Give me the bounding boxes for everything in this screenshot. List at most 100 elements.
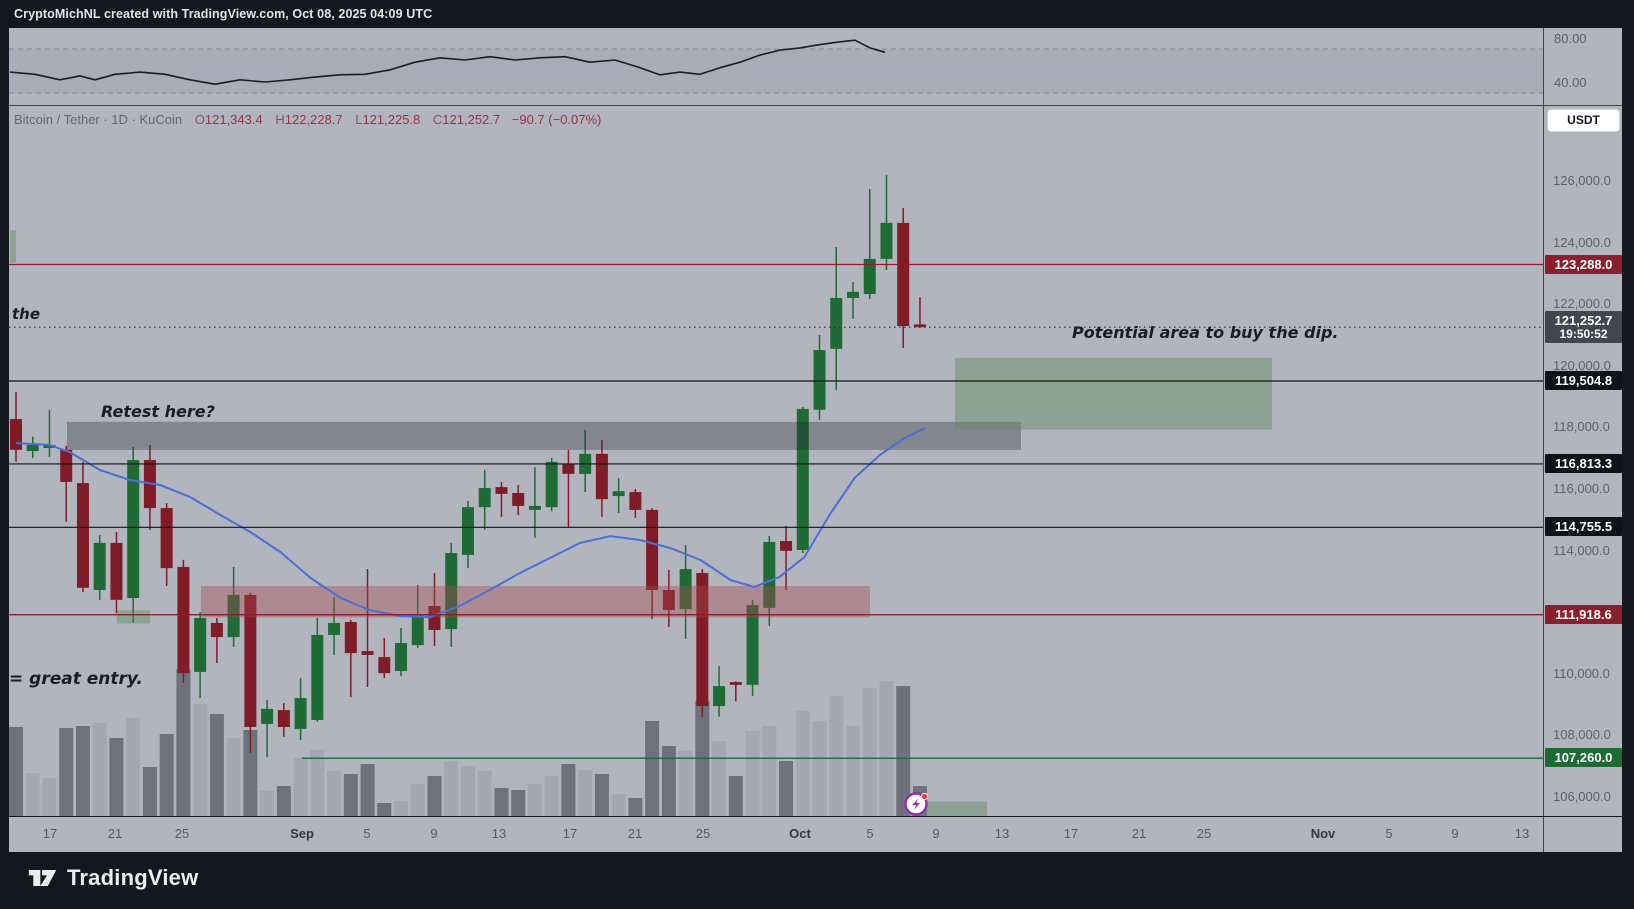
quick-trade-wand-button[interactable]	[903, 790, 930, 816]
annotation-buy-the-dip[interactable]: Potential area to buy the dip.	[1072, 323, 1339, 342]
symbol-description[interactable]: Bitcoin / Tether · 1D · KuCoin	[14, 112, 183, 127]
volume-bar	[176, 669, 191, 816]
candle[interactable]	[60, 449, 73, 482]
volume-bar	[209, 714, 224, 816]
bottom-green-zone[interactable]	[908, 801, 987, 816]
candle[interactable]	[194, 618, 207, 672]
candle[interactable]	[43, 444, 56, 449]
open-label: O	[194, 112, 205, 127]
candle[interactable]	[796, 408, 809, 550]
candle[interactable]	[328, 622, 341, 635]
price-badge-green: 107,260.0	[1545, 748, 1622, 768]
candle[interactable]	[746, 605, 759, 685]
candle[interactable]	[210, 622, 223, 638]
annotation-retest-here[interactable]: Retest here?	[101, 402, 215, 421]
mini-entry-zone[interactable]	[117, 610, 150, 624]
candle[interactable]	[411, 614, 424, 646]
candle[interactable]	[528, 505, 541, 510]
price-tick-label: 114,000.0	[1553, 542, 1610, 558]
price-badge-red: 111,918.6	[1545, 604, 1622, 624]
ma-line[interactable]	[15, 427, 926, 619]
candle[interactable]	[679, 569, 692, 610]
candle[interactable]	[512, 492, 525, 506]
volume-bar	[862, 688, 877, 816]
pink-support-zone[interactable]	[201, 585, 870, 618]
candle[interactable]	[612, 491, 625, 497]
candle[interactable]	[378, 657, 391, 674]
volume-bar	[343, 774, 358, 816]
volume-bar	[494, 788, 509, 816]
candle[interactable]	[26, 444, 39, 452]
price-scale[interactable]: 126,000.0 124,000.0 122,000.0 120,000.0 118,…	[1543, 106, 1622, 816]
volume-bar	[142, 767, 157, 816]
time-scale[interactable]: 17 21 25 Sep 5 9 13 17 21 25 Oct 5 9 13 17 21 25 Nov 5 9 13	[9, 817, 1543, 852]
candle[interactable]	[395, 642, 408, 671]
tradingview-logo-text: TradingView	[67, 865, 199, 890]
annotation-cut-text[interactable]: the	[12, 305, 41, 323]
candle[interactable]	[595, 453, 608, 500]
time-tick-label: 17	[562, 826, 578, 841]
candle[interactable]	[127, 460, 140, 599]
candle[interactable]	[662, 589, 675, 611]
candle[interactable]	[277, 710, 290, 728]
buy-dip-zone[interactable]	[955, 357, 1272, 430]
candle[interactable]	[813, 350, 826, 410]
candle[interactable]	[227, 594, 240, 638]
annotation-great-entry[interactable]: = great entry.	[9, 669, 143, 689]
candle[interactable]	[562, 464, 575, 474]
time-tick-label: 17	[1063, 826, 1079, 841]
currency-toggle-button[interactable]: USDT	[1547, 109, 1620, 132]
candle[interactable]	[629, 492, 642, 510]
candle[interactable]	[646, 509, 659, 590]
rsi-line[interactable]	[9, 39, 886, 86]
candle[interactable]	[93, 542, 106, 590]
symbol-legend[interactable]: Bitcoin / Tether · 1D · KuCoin O121,343.…	[14, 112, 601, 127]
candlestick-plot	[9, 174, 1543, 816]
candle[interactable]	[478, 488, 491, 508]
high-label: H	[275, 112, 285, 127]
candle[interactable]	[729, 682, 742, 685]
volume-bar	[846, 726, 860, 816]
candle[interactable]	[913, 324, 926, 328]
candle[interactable]	[696, 573, 709, 707]
candle[interactable]	[713, 686, 726, 707]
rsi-scale[interactable]: 80.00 40.00	[1543, 28, 1622, 106]
tradingview-logo[interactable]: TradingView	[28, 865, 198, 891]
price-tick-label: 126,000.0	[1553, 173, 1611, 188]
rsi-upper-label: 80.00	[1554, 31, 1587, 46]
candle[interactable]	[863, 258, 876, 295]
candle[interactable]	[897, 222, 910, 327]
time-tick-label: 21	[107, 826, 123, 841]
candle[interactable]	[461, 507, 474, 555]
candle[interactable]	[311, 634, 324, 720]
volume-bar	[193, 704, 208, 816]
candle[interactable]	[244, 594, 257, 728]
left-edge-zone[interactable]	[10, 230, 16, 263]
candle[interactable]	[361, 650, 374, 655]
candle[interactable]	[830, 298, 843, 349]
candle[interactable]	[10, 419, 22, 450]
candle[interactable]	[344, 622, 357, 654]
candle[interactable]	[160, 508, 173, 569]
volume-bar	[226, 738, 241, 816]
candle[interactable]	[428, 606, 441, 631]
retest-supply-zone[interactable]	[67, 421, 1021, 450]
time-tick-label: 13	[491, 826, 507, 841]
volume-bar	[25, 773, 40, 816]
candle[interactable]	[261, 708, 274, 724]
rsi-indicator-panel[interactable]	[9, 28, 1543, 106]
candle[interactable]	[177, 566, 190, 674]
candle[interactable]	[76, 483, 89, 588]
candle[interactable]	[110, 542, 123, 600]
candle[interactable]	[763, 541, 776, 608]
candle[interactable]	[780, 541, 793, 551]
candle[interactable]	[495, 487, 508, 494]
candle[interactable]	[294, 698, 307, 729]
candle[interactable]	[545, 461, 558, 508]
candle[interactable]	[847, 291, 859, 299]
price-tick-label: 110,000.0	[1553, 665, 1610, 681]
candle[interactable]	[880, 222, 893, 259]
main-chart-pane[interactable]: Bitcoin / Tether · 1D · KuCoin O121,343.…	[9, 106, 1543, 816]
close-value: 121,252.7	[442, 112, 501, 127]
time-tick-label: 5	[866, 826, 874, 841]
